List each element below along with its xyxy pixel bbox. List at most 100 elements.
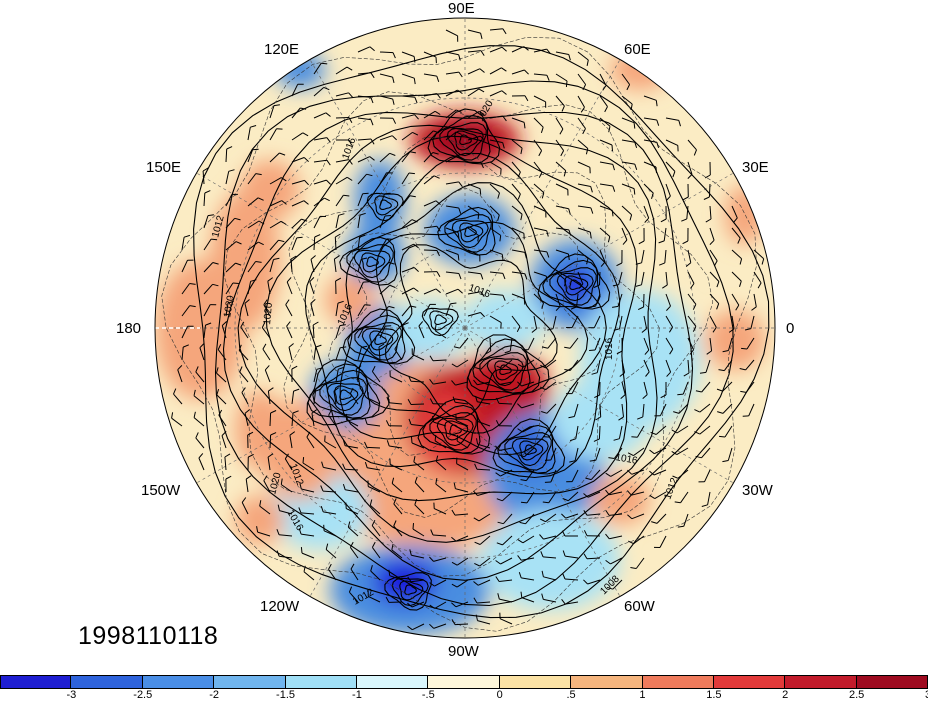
wind-barb: [599, 117, 611, 127]
anomaly-blob: [465, 290, 545, 350]
wind-barb-feather: [436, 93, 441, 99]
wind-barb: [633, 535, 645, 545]
wind-barb: [434, 440, 447, 449]
wind-barb: [677, 469, 689, 479]
wind-barb: [401, 51, 415, 57]
wind-barb-feather: [475, 614, 478, 621]
wind-barb: [217, 349, 227, 361]
wind-barb: [423, 304, 431, 317]
wind-barb: [509, 337, 513, 351]
wind-barb-feather: [241, 497, 247, 503]
wind-barb-feather: [391, 543, 394, 551]
wind-barb: [587, 491, 601, 498]
wind-barb-feather: [741, 347, 748, 350]
colorbar-segment: [428, 675, 500, 689]
wind-barb: [335, 176, 348, 185]
wind-barb: [389, 575, 403, 581]
wind-barb-feather: [315, 388, 322, 392]
isobar: [374, 195, 399, 216]
wind-barb: [641, 271, 645, 285]
wind-barb-feather: [328, 563, 332, 570]
wind-barb: [545, 513, 557, 523]
wind-barb: [659, 535, 667, 548]
wind-barb: [379, 193, 386, 207]
wind-barb-feather: [602, 85, 607, 91]
wind-barb-feather: [562, 550, 566, 557]
wind-barb: [599, 161, 613, 165]
wind-barb-feather: [626, 84, 631, 91]
wind-barb: [511, 46, 525, 53]
isobar: [434, 314, 447, 325]
wind-barb: [378, 346, 381, 361]
wind-barb: [565, 601, 579, 605]
wind-barb-feather: [409, 151, 416, 154]
wind-barb-feather: [183, 344, 189, 348]
wind-barb-feather: [199, 343, 205, 349]
wind-barb-feather: [306, 431, 311, 438]
wind-barb-feather: [524, 69, 529, 75]
wind-barb-feather: [414, 498, 418, 505]
wind-barb: [479, 535, 491, 545]
wind-barb-feather: [436, 226, 441, 232]
wind-barb: [467, 88, 480, 97]
wind-barb: [379, 325, 386, 339]
wind-barb: [643, 117, 657, 121]
wind-barb: [335, 347, 341, 361]
wind-barb-feather: [561, 105, 565, 112]
wind-barb-feather: [651, 192, 654, 199]
wind-barb-feather: [435, 478, 438, 485]
wind-barb-feather: [273, 104, 280, 107]
wind-barb-feather: [520, 479, 527, 482]
wind-barb: [621, 161, 635, 165]
wind-barb: [683, 513, 689, 527]
wind-barb: [423, 130, 434, 141]
wind-barb-feather: [285, 299, 290, 305]
wind-barb-feather: [568, 208, 571, 215]
wind-barb: [643, 95, 657, 101]
wind-barb: [369, 504, 381, 515]
wind-barb: [181, 283, 191, 295]
wind-barb: [279, 510, 293, 515]
longitude-label-180: 180: [116, 320, 142, 337]
wind-barb: [524, 447, 535, 458]
wind-barb-feather: [627, 540, 634, 545]
wind-barb: [476, 601, 491, 604]
wind-barb: [401, 219, 413, 229]
wind-barb-feather: [276, 550, 280, 557]
wind-barb: [665, 315, 674, 328]
wind-barb: [467, 205, 480, 214]
wind-barb: [476, 468, 491, 471]
wind-barb: [569, 359, 579, 371]
wind-barb: [401, 287, 414, 295]
coastline: [327, 187, 603, 456]
wind-barb: [433, 508, 447, 515]
wind-barb-feather: [259, 500, 262, 507]
wind-barb: [511, 293, 525, 300]
wind-barb: [596, 359, 601, 373]
wind-barb-feather: [568, 54, 571, 61]
wind-barb-feather: [517, 381, 522, 387]
wind-barb: [680, 491, 689, 503]
wind-barb: [241, 502, 249, 515]
wind-barb: [247, 197, 259, 207]
contour-value-label: 1016: [604, 337, 615, 360]
wind-barb: [269, 200, 283, 207]
wind-barb-feather: [717, 411, 724, 414]
wind-barb: [357, 259, 362, 273]
wind-barb: [687, 139, 697, 151]
wind-barb-feather: [370, 565, 373, 572]
wind-barb-feather: [627, 514, 633, 520]
wind-barb: [573, 403, 579, 417]
wind-barb-feather: [388, 305, 395, 309]
wind-barb-feather: [590, 186, 593, 193]
wind-barb-feather: [221, 431, 227, 436]
wind-barb-feather: [501, 46, 507, 52]
colorbar: [0, 675, 928, 689]
wind-barb: [676, 425, 689, 434]
wind-barb-feather: [429, 556, 434, 562]
isobar: [357, 221, 589, 434]
wind-barb: [555, 95, 565, 107]
wind-barb-feather: [517, 428, 523, 433]
wind-barb: [745, 359, 755, 371]
wind-barb-feather: [666, 305, 671, 311]
